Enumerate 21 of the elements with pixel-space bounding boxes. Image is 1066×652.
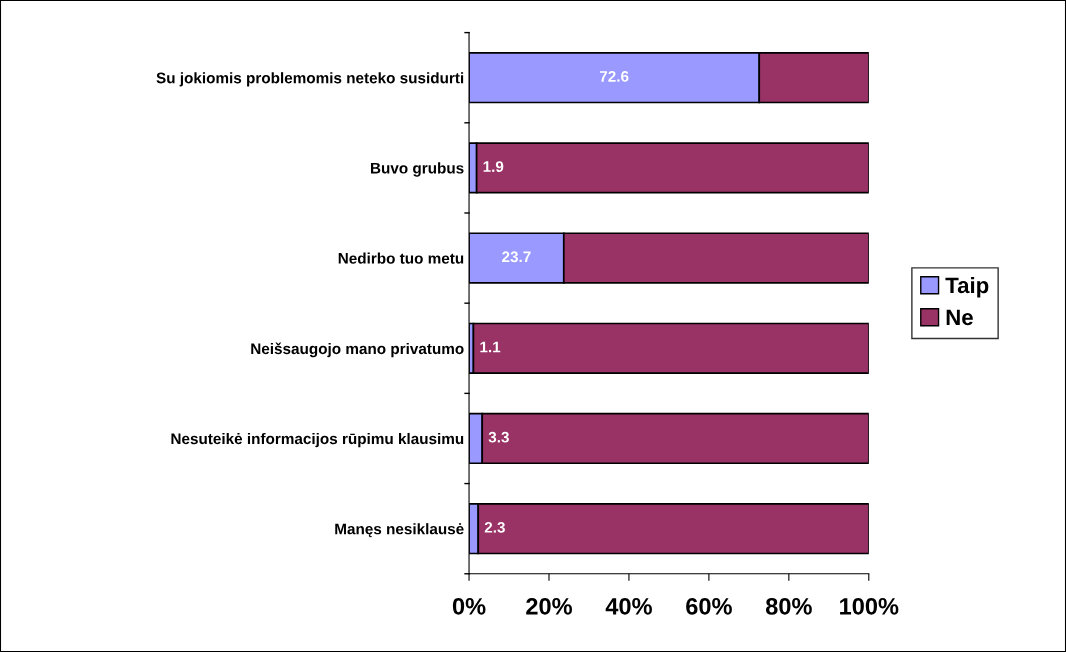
x-tick-label: 20% — [526, 597, 572, 615]
x-tick-label: 0% — [452, 597, 486, 615]
legend-label: Ne — [946, 309, 973, 326]
data-label: 2.3 — [484, 521, 505, 533]
y-tick-label: Nesuteikė informacijos rūpimu klausimu — [171, 432, 464, 448]
y-tick-label: Nedirbo tuo metu — [338, 252, 464, 264]
y-tick-label: Su jokiomis problemomis neteko susidurti — [156, 72, 464, 87]
data-label: 3.3 — [488, 431, 509, 443]
bar — [472, 322, 869, 374]
data-label: 1.9 — [483, 161, 504, 172]
x-tick-label: 100% — [840, 597, 899, 615]
x-tick-label: 40% — [605, 597, 652, 615]
x-tick-label: 80% — [765, 597, 812, 615]
y-tick-label: Manęs nesiklausė — [335, 523, 464, 538]
x-tick-label: 60% — [686, 597, 732, 615]
data-label: 1.1 — [480, 341, 501, 353]
data-label: 23.7 — [502, 251, 531, 263]
y-tick-label: Neišsaugojo mano privatumo — [251, 342, 464, 358]
y-tick-label: Buvo grubus — [371, 162, 464, 177]
data-label: 72.6 — [599, 70, 629, 82]
legend-label: Taip — [945, 276, 989, 298]
